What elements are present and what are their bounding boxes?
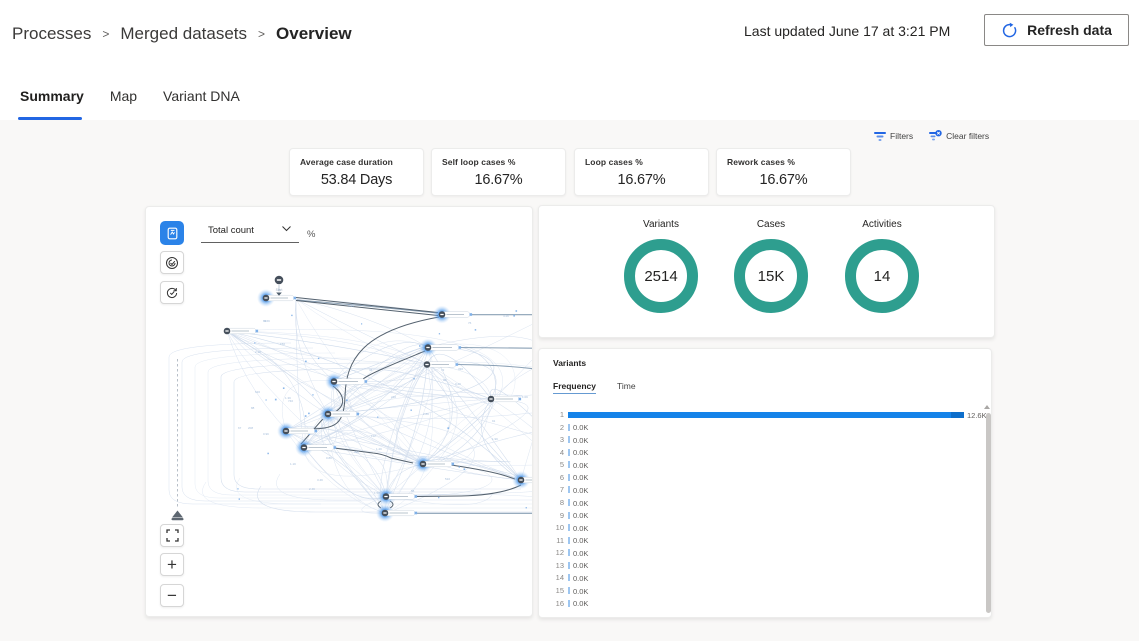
- svg-text:740: 740: [288, 399, 293, 403]
- svg-text:150: 150: [280, 342, 285, 346]
- svg-text:0.8K: 0.8K: [326, 456, 332, 460]
- svg-text:1.0K: 1.0K: [522, 395, 528, 399]
- svg-text:76: 76: [468, 321, 472, 325]
- svg-text:72: 72: [441, 368, 445, 372]
- svg-text:330: 330: [458, 367, 463, 371]
- svg-text:0.4K: 0.4K: [348, 304, 354, 308]
- svg-text:2.1K: 2.1K: [255, 350, 261, 354]
- svg-text:0.9K: 0.9K: [263, 432, 269, 436]
- svg-text:67: 67: [238, 426, 242, 430]
- svg-text:96: 96: [443, 378, 447, 382]
- svg-text:4.2K: 4.2K: [503, 314, 509, 318]
- svg-text:240: 240: [391, 395, 396, 399]
- svg-text:1.9K: 1.9K: [492, 437, 498, 441]
- svg-text:2.4K: 2.4K: [309, 487, 315, 491]
- svg-text:91: 91: [492, 419, 496, 423]
- svg-text:510: 510: [445, 477, 450, 481]
- svg-text:208: 208: [248, 426, 253, 430]
- svg-text:1.3K: 1.3K: [285, 396, 291, 400]
- svg-text:620: 620: [255, 390, 260, 394]
- svg-text:1.5K: 1.5K: [374, 491, 380, 495]
- svg-text:55: 55: [411, 489, 415, 493]
- svg-text:390: 390: [354, 450, 359, 454]
- svg-text:3.4K: 3.4K: [317, 478, 323, 482]
- svg-text:44: 44: [369, 368, 373, 372]
- svg-text:1.1K: 1.1K: [290, 462, 296, 466]
- svg-text:0.2K: 0.2K: [455, 382, 461, 386]
- svg-text:83: 83: [263, 319, 267, 323]
- svg-text:1.2K: 1.2K: [376, 447, 382, 451]
- svg-text:88: 88: [251, 406, 255, 410]
- svg-text:2.8K: 2.8K: [423, 412, 429, 416]
- svg-text:112: 112: [371, 434, 376, 438]
- svg-text:0.6K: 0.6K: [264, 319, 270, 323]
